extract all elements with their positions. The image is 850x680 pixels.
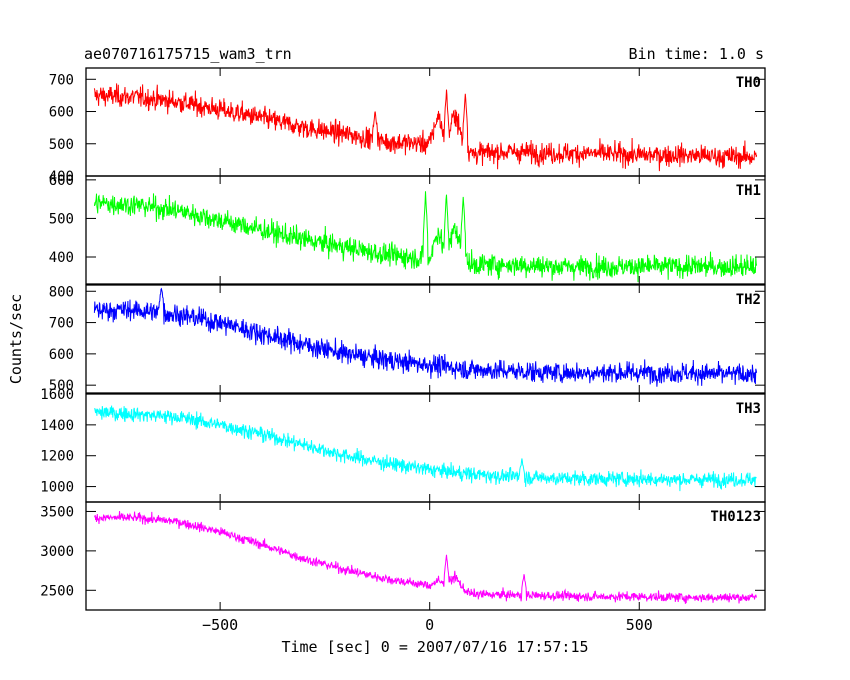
x-tick-label: 500	[626, 616, 653, 634]
x-axis-label: Time [sec] 0 = 2007/07/16 17:57:15	[281, 638, 589, 656]
panel-frame	[85, 393, 766, 503]
y-tick-label: 3000	[40, 544, 74, 560]
data-series-th1	[93, 191, 758, 283]
y-tick-label: 800	[49, 284, 74, 300]
panel-frame	[85, 175, 766, 285]
y-tick-label: 600	[49, 347, 74, 363]
y-tick-label: 1600	[40, 387, 74, 403]
panel-frame	[85, 284, 766, 394]
data-series-th3	[94, 405, 757, 492]
y-tick-label: 500	[49, 378, 74, 394]
panel-th1: 400 500 600 TH1	[49, 173, 766, 285]
y-axis-label: Counts/sec	[7, 293, 25, 385]
data-series-th2	[93, 287, 758, 387]
y-tick-label: 400	[49, 250, 74, 266]
panel-th0: 400 500 600 700 TH0	[49, 67, 766, 185]
panel-label-th1: TH1	[736, 183, 761, 199]
bin-time-label: Bin time: 1.0 s	[628, 45, 764, 63]
x-tick-label: 0	[425, 616, 434, 634]
y-tick-label: 1000	[40, 480, 74, 496]
y-tick-label: 700	[49, 316, 74, 332]
y-tick-label: 2500	[40, 583, 74, 599]
data-series-th0	[93, 83, 758, 172]
y-tick-label: 1200	[40, 449, 74, 465]
panel-label-th2: TH2	[736, 292, 761, 308]
panel-th2: 500 600 700 800 TH2	[49, 284, 766, 394]
panel-label-th0123: TH0123	[710, 509, 761, 525]
panel-th0123: 2500 3000 3500 TH0123	[40, 501, 766, 611]
panel-label-th3: TH3	[736, 401, 761, 417]
y-tick-label: 3500	[40, 504, 74, 520]
data-series-th0123	[94, 511, 758, 604]
y-tick-label: 500	[49, 137, 74, 153]
panel-label-th0: TH0	[736, 75, 761, 91]
panel-frame	[85, 501, 766, 611]
plot-title: ae070716175715_wam3_trn	[84, 45, 292, 63]
y-tick-label: 500	[49, 211, 74, 227]
y-tick-label: 1400	[40, 418, 74, 434]
panel-frame	[85, 67, 766, 177]
y-tick-label: 400	[49, 169, 74, 185]
x-tick-label: −500	[202, 616, 238, 634]
panel-th3: 1000 1200 1400 1600 TH3	[40, 387, 766, 503]
y-tick-label: 600	[49, 105, 74, 121]
y-tick-label: 700	[49, 72, 74, 88]
y-tick-label: 600	[49, 173, 74, 189]
